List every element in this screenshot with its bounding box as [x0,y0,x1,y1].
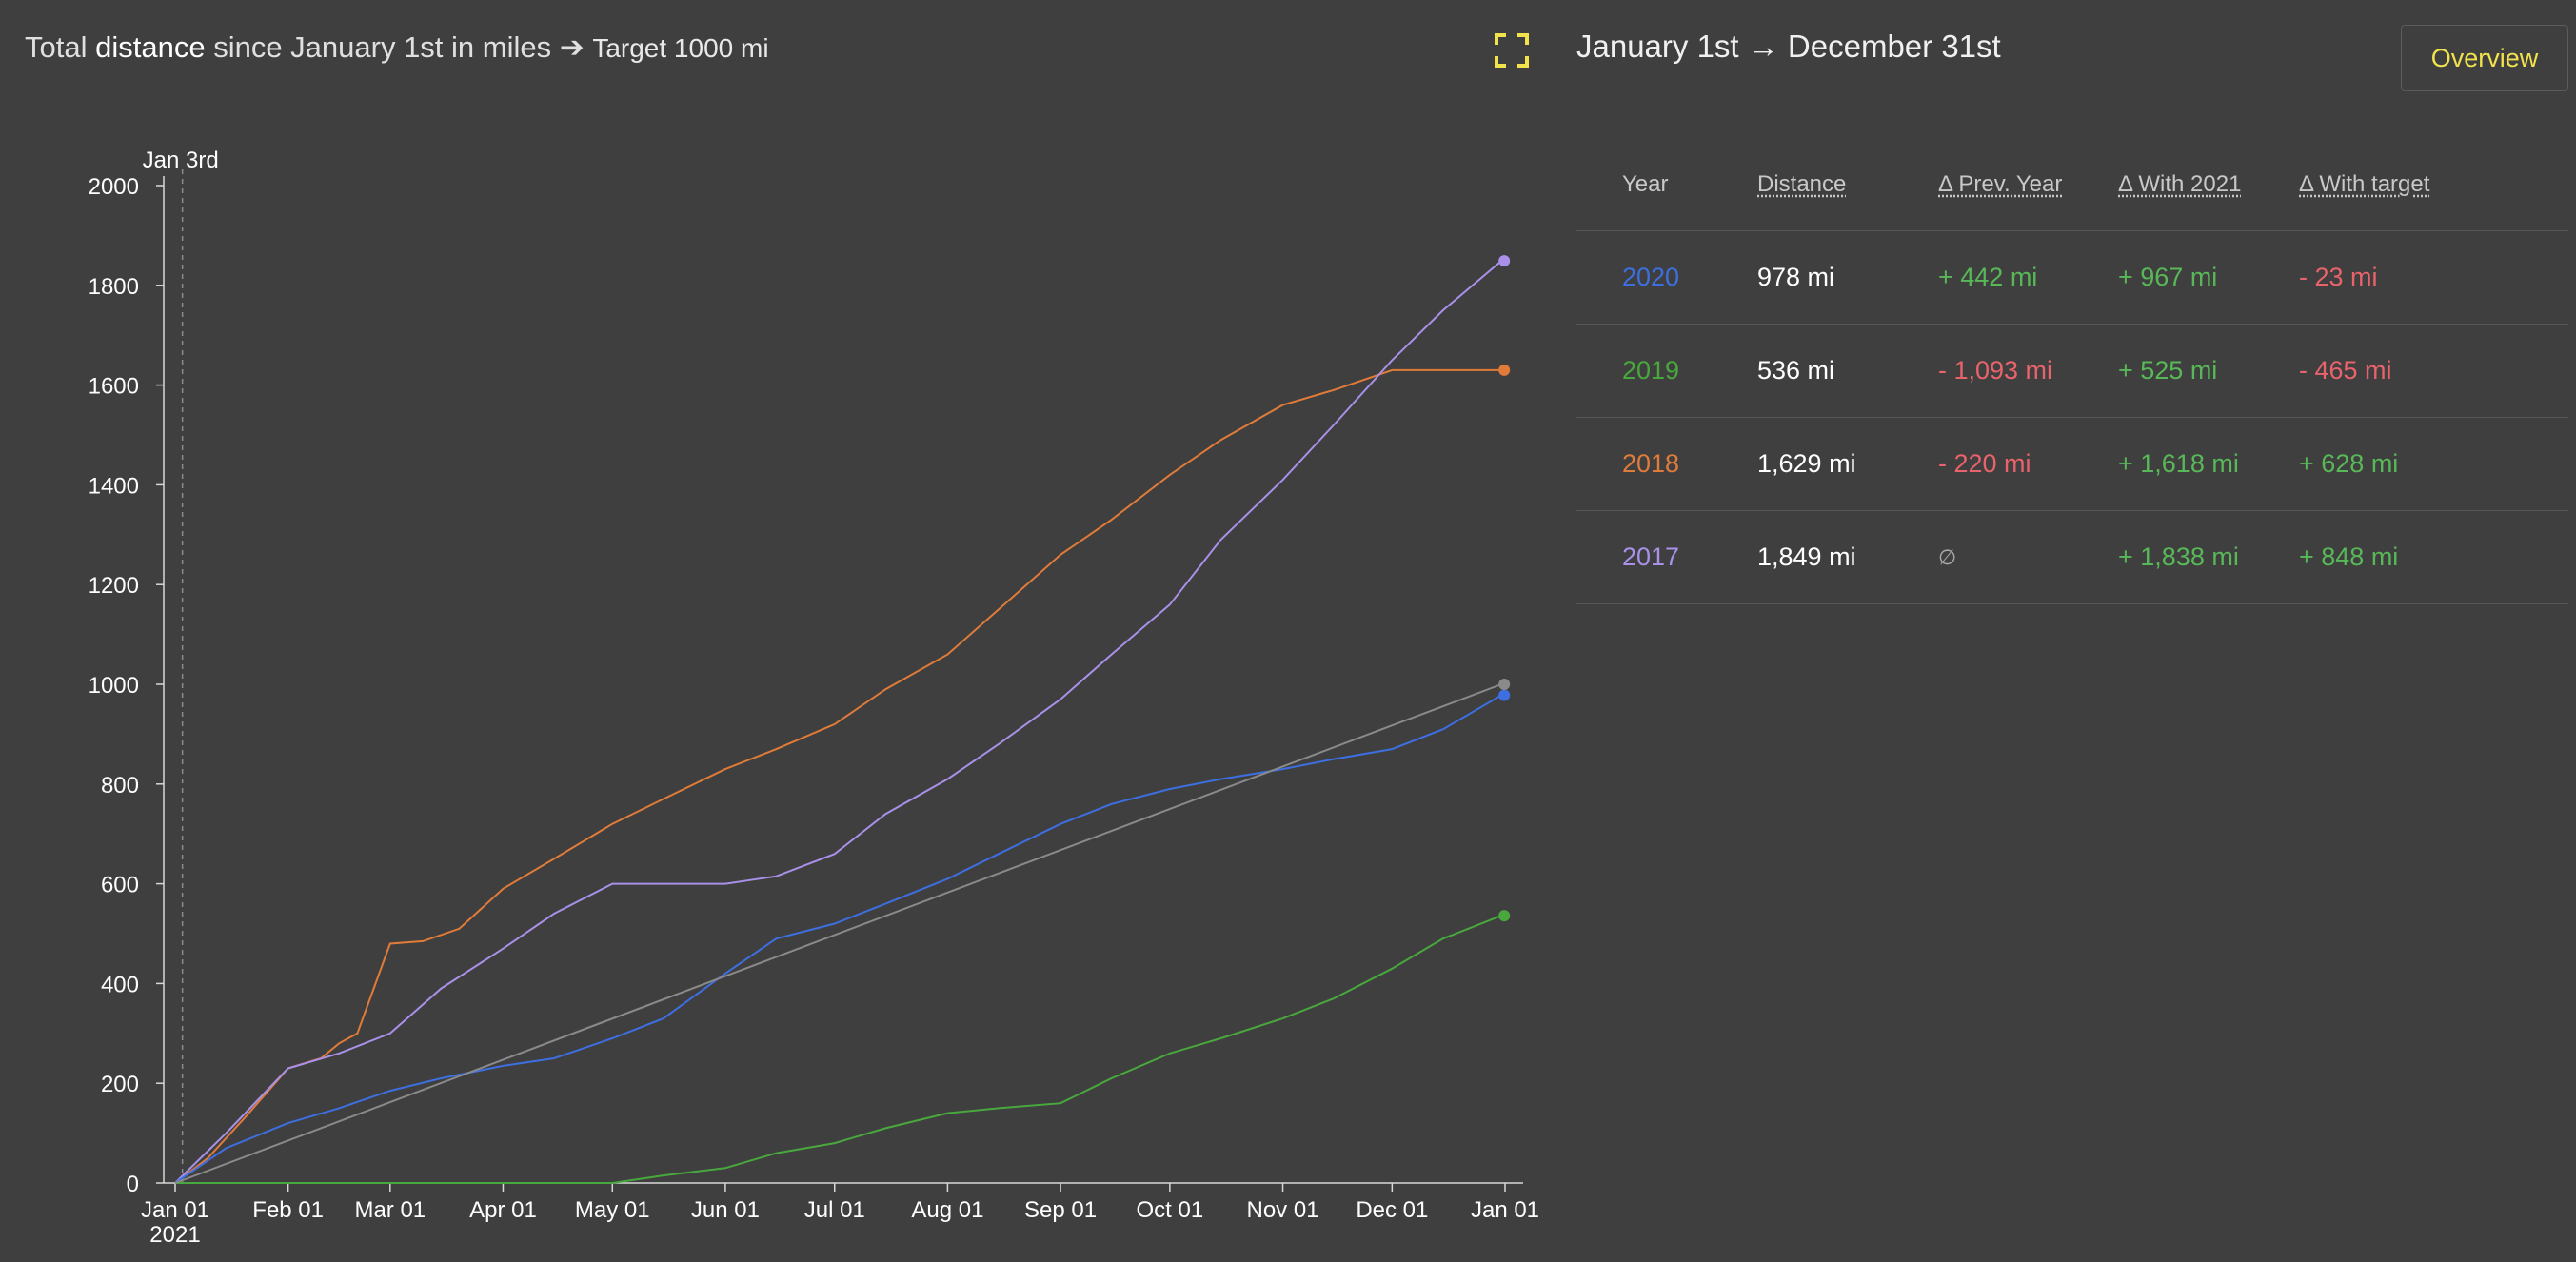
chart-title-part: since January 1st in miles ➔ [205,30,593,64]
header-year: Year [1576,138,1757,231]
cell-prev: ∅ [1938,510,2118,604]
y-tick-label: 1600 [89,374,139,400]
series-line [174,260,1502,1184]
chart-title: Total distance since January 1st in mile… [25,30,769,65]
cell-year: 2017 [1576,510,1757,604]
x-tick-label: Jan 01 [141,1197,209,1223]
x-tick-label: Jun 01 [691,1197,760,1223]
expand-icon[interactable] [1495,33,1529,68]
cell-year: 2018 [1576,417,1757,511]
x-tick-label: Nov 01 [1247,1197,1319,1223]
series-end-point [1498,910,1511,922]
cell-prev: - 1,093 mi [1938,324,2118,418]
cell-target: + 628 mi [2299,417,2568,511]
target-label: Target 1000 mi [592,33,769,63]
header-with-target: Δ With target [2299,138,2568,231]
y-tick-label: 2000 [89,174,139,200]
cell-year: 2020 [1576,230,1757,325]
chart-title-text: Total distance since January 1st in mile… [25,30,592,64]
cell-prev: - 220 mi [1938,417,2118,511]
x-tick-label: May 01 [575,1197,650,1223]
table-row: 2018 1,629 mi - 220 mi + 1,618 mi + 628 mi [1576,417,2568,511]
x-year-label: 2021 [149,1222,200,1248]
y-tick-label: 0 [127,1172,139,1197]
overview-button[interactable]: Overview [2401,25,2568,91]
years-table: Year Distance Δ Prev. Year Δ With 2021 Δ… [1576,138,2568,604]
cell-target: + 848 mi [2299,510,2568,604]
y-tick-label: 1000 [89,673,139,699]
cell-distance: 536 mi [1757,324,1938,418]
header-prev-year: Δ Prev. Year [1938,138,2118,231]
y-tick-label: 1200 [89,573,139,599]
cell-with2021: + 525 mi [2118,324,2299,418]
series-line [174,683,1502,1184]
x-tick-label: Oct 01 [1137,1197,1204,1223]
cell-with2021: + 967 mi [2118,230,2299,325]
table-row: 2020 978 mi + 442 mi + 967 mi - 23 mi [1576,230,2568,325]
marker-label: Jan 3rd [143,148,219,173]
series-line [175,915,1502,1184]
y-tick-label: 600 [101,873,139,898]
distance-chart: 0200400600800100012001400160018002000Jan… [89,148,1539,1248]
cell-with2021: + 1,838 mi [2118,510,2299,604]
series-end-point [1498,364,1511,376]
cell-year: 2019 [1576,324,1757,418]
series-end-point [1498,689,1511,701]
x-tick-label: Feb 01 [252,1197,324,1223]
x-tick-label: Apr 01 [469,1197,537,1223]
x-tick-label: Aug 01 [911,1197,983,1223]
cell-prev: + 442 mi [1938,230,2118,325]
y-tick-label: 1400 [89,473,139,499]
table-row: 2017 1,849 mi ∅ + 1,838 mi + 848 mi [1576,510,2568,604]
y-tick-label: 400 [101,972,139,997]
table-header-row: Year Distance Δ Prev. Year Δ With 2021 Δ… [1576,138,2568,231]
series-end-point [1498,255,1511,267]
cell-target: - 23 mi [2299,230,2568,325]
y-tick-label: 200 [101,1072,139,1097]
header-with-2021: Δ With 2021 [2118,138,2299,231]
y-tick-label: 1800 [89,274,139,300]
x-tick-label: Sep 01 [1024,1197,1097,1223]
x-tick-label: Mar 01 [354,1197,426,1223]
x-tick-label: Jan 01 [1471,1197,1539,1223]
cell-distance: 978 mi [1757,230,1938,325]
x-tick-label: Jul 01 [804,1197,865,1223]
header-distance: Distance [1757,138,1938,231]
y-tick-label: 800 [101,773,139,799]
table-row: 2019 536 mi - 1,093 mi + 525 mi - 465 mi [1576,324,2568,418]
chart-title-part: distance [95,30,206,64]
series-end-point [1498,679,1511,690]
cell-with2021: + 1,618 mi [2118,417,2299,511]
panel-title: January 1st → December 31st [1576,29,2001,64]
series-line [174,368,1502,1184]
cell-target: - 465 mi [2299,324,2568,418]
x-tick-label: Dec 01 [1356,1197,1428,1223]
cell-distance: 1,629 mi [1757,417,1938,511]
cell-distance: 1,849 mi [1757,510,1938,604]
series-line [174,694,1502,1184]
chart-title-part: Total [25,30,96,64]
